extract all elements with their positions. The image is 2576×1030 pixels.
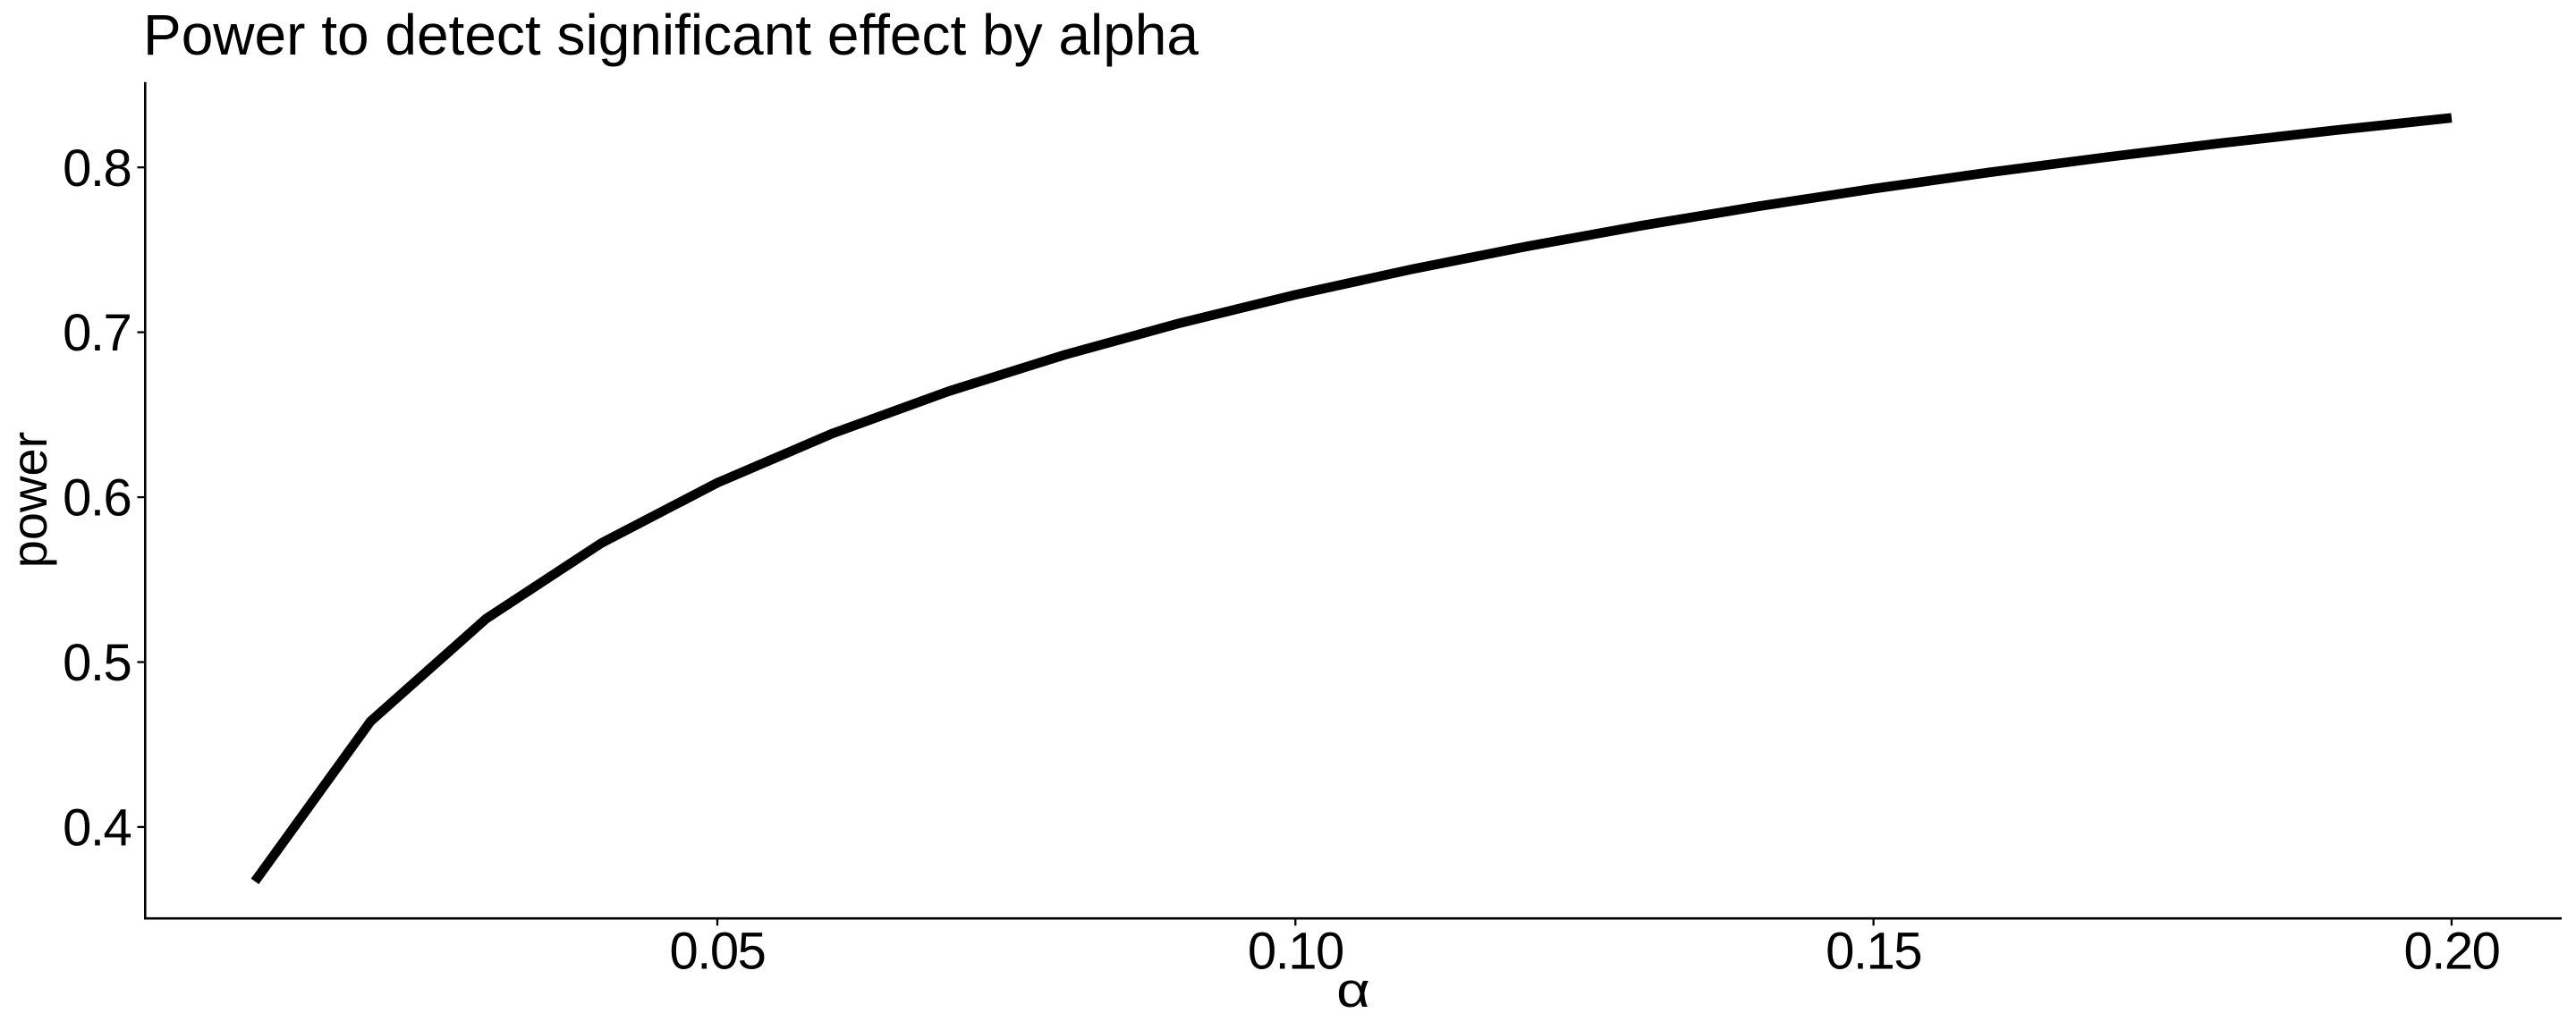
svg-text:α: α [1336, 963, 1370, 1017]
svg-text:0.15: 0.15 [1826, 923, 1921, 981]
svg-text:0.20: 0.20 [2403, 923, 2499, 981]
svg-text:power: power [1, 432, 57, 569]
svg-text:0.7: 0.7 [63, 304, 131, 362]
svg-text:0.05: 0.05 [670, 923, 766, 981]
svg-text:0.10: 0.10 [1248, 923, 1343, 981]
svg-text:0.4: 0.4 [63, 799, 131, 857]
svg-text:0.8: 0.8 [63, 139, 131, 198]
svg-text:Power to detect significant ef: Power to detect significant effect by al… [143, 3, 1199, 67]
svg-text:0.6: 0.6 [63, 469, 131, 528]
svg-text:0.5: 0.5 [63, 634, 131, 692]
